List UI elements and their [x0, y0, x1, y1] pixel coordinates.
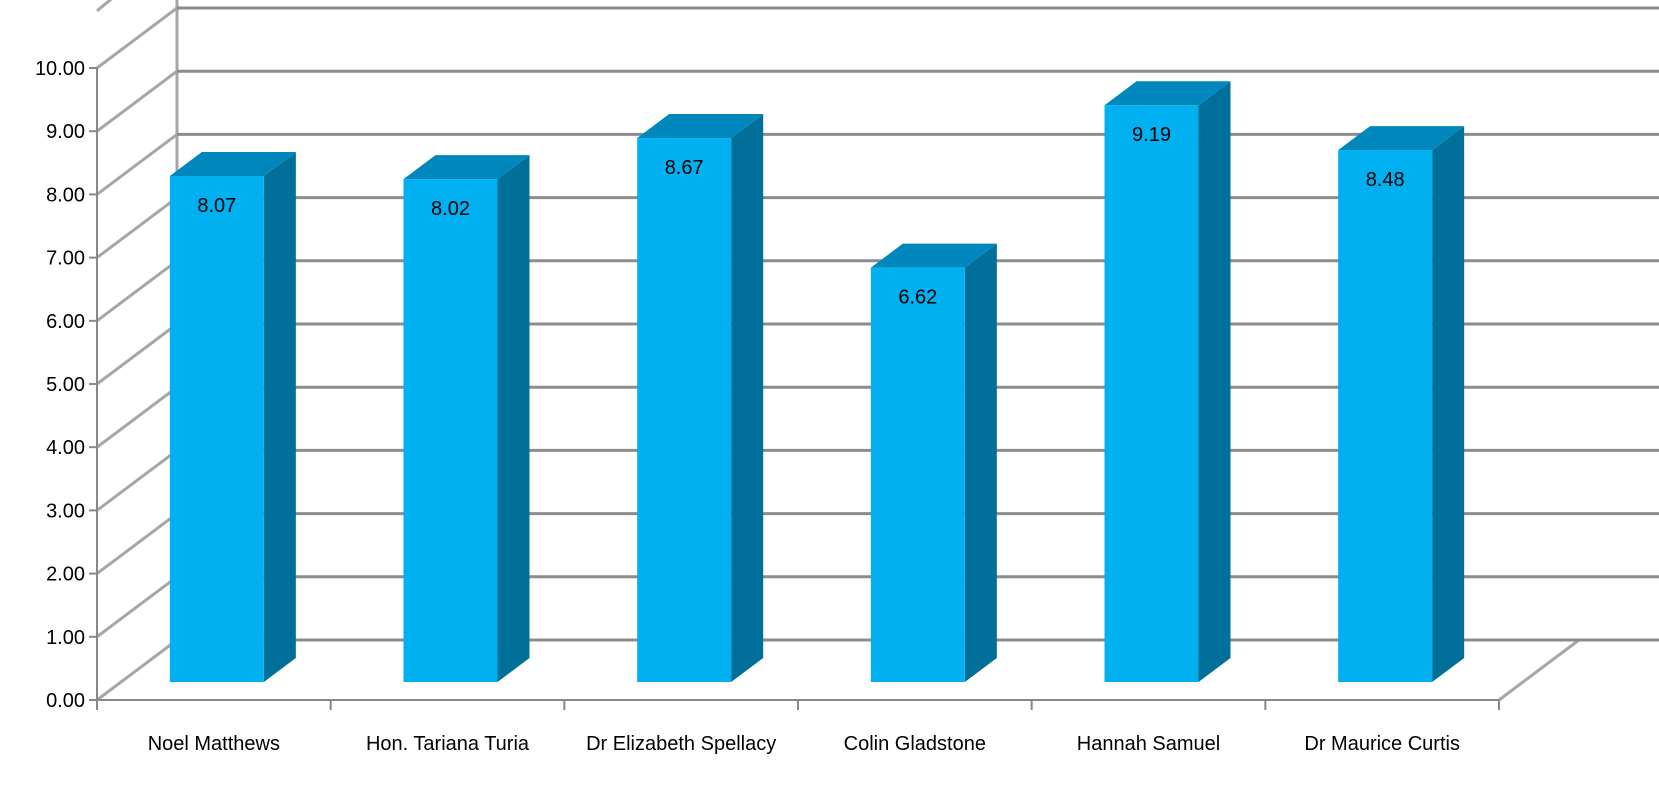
data-label: 8.07	[197, 195, 236, 217]
bar-side	[731, 114, 764, 682]
x-tick-label: Hon. Tariana Turia	[366, 733, 530, 755]
gridline-side	[96, 69, 178, 133]
y-tick-label: 0.00	[46, 690, 85, 712]
gridline-side	[96, 449, 178, 512]
data-label: 6.62	[898, 287, 937, 309]
bar-side	[263, 151, 296, 682]
x-tick-label: Dr Elizabeth Spellacy	[586, 733, 776, 755]
bar-front	[169, 175, 264, 682]
x-tick-label: Hannah Samuel	[1077, 733, 1220, 755]
bar-front	[403, 179, 498, 683]
gridline-side	[96, 386, 178, 449]
bar-front	[1338, 150, 1433, 683]
gridline-side	[96, 322, 178, 386]
bar-side	[1198, 81, 1231, 682]
bar-top	[870, 243, 997, 268]
y-tick-label: 2.00	[46, 564, 85, 586]
bar	[169, 151, 296, 682]
y-tick-label: 3.00	[46, 500, 85, 522]
gridline-side	[96, 259, 178, 322]
y-tick-label: 10.00	[35, 58, 85, 80]
y-tick-label: 1.00	[46, 627, 85, 649]
bar-side	[497, 155, 530, 683]
gridline-side	[96, 0, 113, 12]
data-label: 8.48	[1366, 169, 1405, 191]
x-tick-label: Colin Gladstone	[844, 733, 986, 755]
x-tick-label: Noel Matthews	[148, 733, 280, 755]
y-tick-label: 8.00	[46, 184, 85, 206]
bar-front	[637, 138, 732, 682]
y-tick-label: 9.00	[46, 121, 85, 143]
bar	[637, 114, 764, 682]
x-tick-label: Dr Maurice Curtis	[1304, 733, 1460, 755]
gridline-side	[96, 196, 178, 259]
y-tick-label: 5.00	[46, 374, 85, 396]
bar	[1338, 126, 1465, 683]
y-tick-label: 7.00	[46, 248, 85, 270]
y-axis: 0.00 1.00 2.00 3.00 4.00 5.00 6.00 7.00 8.00 9.00…	[35, 58, 98, 712]
gridline-side	[96, 512, 178, 575]
data-label: 8.02	[431, 198, 470, 220]
gridline-side	[96, 133, 178, 196]
bars	[169, 81, 1465, 683]
bar-side	[1432, 126, 1465, 682]
bar-top	[1338, 126, 1465, 151]
bar-top	[169, 151, 296, 176]
bar-side	[964, 243, 997, 682]
bar-top	[637, 114, 764, 139]
gridline-side	[96, 6, 178, 70]
data-label: 8.67	[665, 157, 704, 179]
bar-top	[1104, 81, 1231, 106]
bar-front	[870, 267, 965, 682]
bar-top	[403, 155, 530, 180]
bar	[1104, 81, 1231, 682]
x-axis: Noel Matthews Hon. Tariana Turia Dr Elizab…	[96, 699, 1500, 755]
bar-front	[1104, 105, 1199, 682]
gridline-side	[96, 575, 178, 638]
gridline-side	[96, 638, 178, 702]
floor-right-edge	[1498, 638, 1580, 702]
data-labels: 8.07 8.02 8.67 6.62 9.19 8.48	[197, 124, 1404, 308]
data-label: 9.19	[1132, 124, 1171, 146]
y-tick-label: 6.00	[46, 311, 85, 333]
y-tick-label: 4.00	[46, 437, 85, 459]
bar	[403, 155, 530, 683]
bar	[870, 243, 997, 682]
